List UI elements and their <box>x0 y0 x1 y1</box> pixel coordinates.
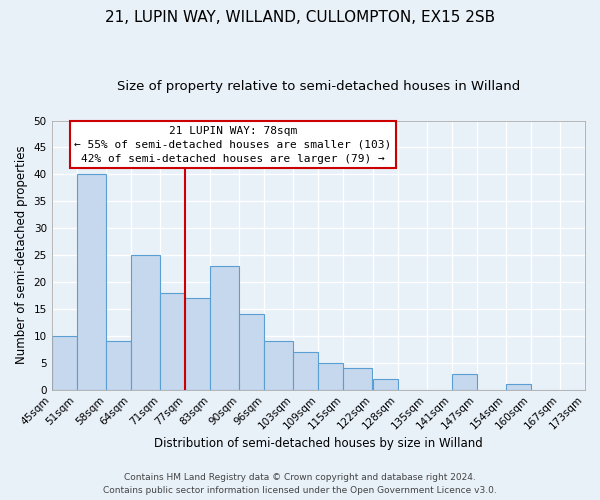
Bar <box>77 174 106 390</box>
Bar <box>264 342 293 390</box>
Y-axis label: Number of semi-detached properties: Number of semi-detached properties <box>15 146 28 364</box>
Bar <box>160 293 185 390</box>
Bar <box>52 336 77 390</box>
Bar <box>293 352 319 390</box>
Bar <box>239 314 264 390</box>
X-axis label: Distribution of semi-detached houses by size in Willand: Distribution of semi-detached houses by … <box>154 437 483 450</box>
Title: Size of property relative to semi-detached houses in Willand: Size of property relative to semi-detach… <box>117 80 520 93</box>
Bar <box>506 384 531 390</box>
Bar <box>373 379 398 390</box>
Bar <box>185 298 210 390</box>
Bar <box>131 255 160 390</box>
Bar <box>319 363 343 390</box>
Text: 21 LUPIN WAY: 78sqm
← 55% of semi-detached houses are smaller (103)
42% of semi-: 21 LUPIN WAY: 78sqm ← 55% of semi-detach… <box>74 126 392 164</box>
Text: Contains HM Land Registry data © Crown copyright and database right 2024.
Contai: Contains HM Land Registry data © Crown c… <box>103 474 497 495</box>
Text: 21, LUPIN WAY, WILLAND, CULLOMPTON, EX15 2SB: 21, LUPIN WAY, WILLAND, CULLOMPTON, EX15… <box>105 10 495 25</box>
Bar <box>210 266 239 390</box>
Bar <box>343 368 373 390</box>
Bar <box>106 342 131 390</box>
Bar <box>452 374 476 390</box>
